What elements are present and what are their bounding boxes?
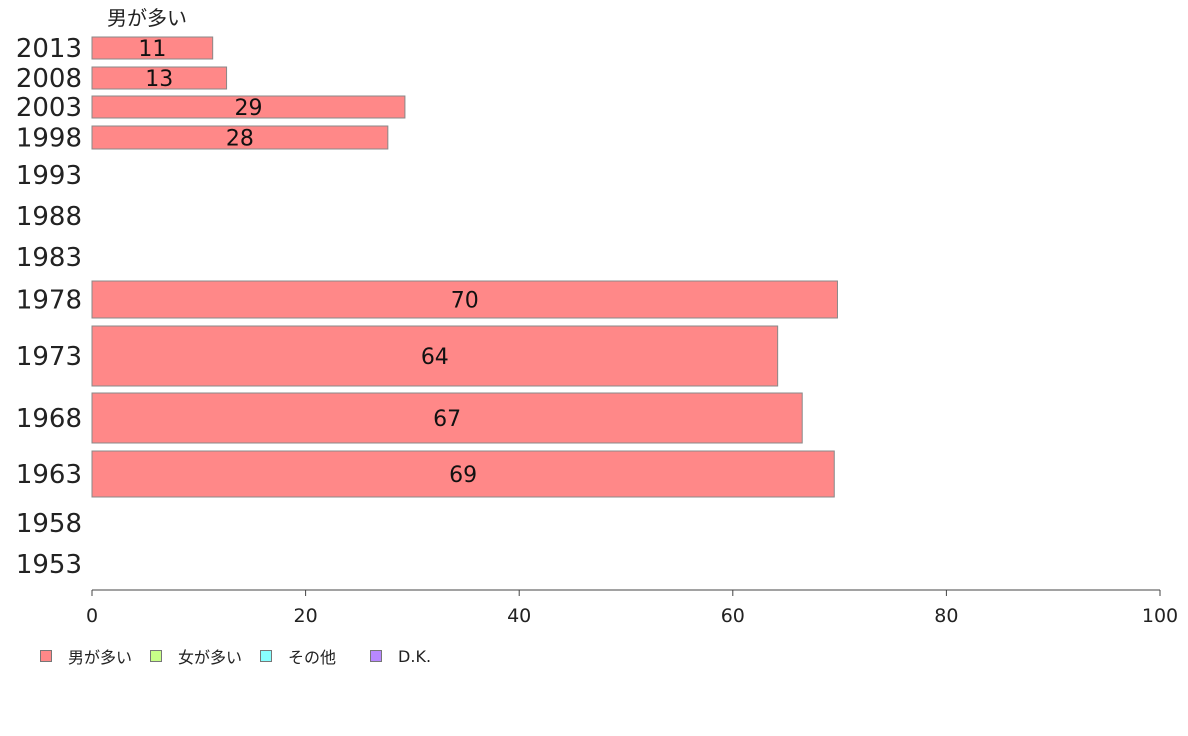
x-tick-label: 0 xyxy=(86,605,98,627)
legend-swatch xyxy=(370,650,383,662)
x-tick-label: 60 xyxy=(721,605,745,627)
category-label: 2008 xyxy=(16,64,82,94)
bar xyxy=(91,66,228,90)
bar xyxy=(91,125,389,150)
data-label: 69 xyxy=(449,463,477,488)
legend-item-male-more: 男が多い xyxy=(40,644,132,668)
legend-label: D.K. xyxy=(398,646,432,666)
category-label: 1958 xyxy=(16,509,82,539)
category-label: 1988 xyxy=(16,202,82,232)
category-label: 1983 xyxy=(16,243,82,273)
data-label: 13 xyxy=(145,67,173,92)
data-label: 67 xyxy=(433,407,461,432)
data-label: 11 xyxy=(138,37,166,62)
category-label: 1968 xyxy=(16,404,82,434)
category-label: 1978 xyxy=(16,286,82,316)
series-header: 男が多い xyxy=(107,6,187,30)
bar xyxy=(91,325,779,387)
x-tick-label: 100 xyxy=(1142,605,1178,627)
legend-swatch xyxy=(40,650,52,662)
category-label: 1963 xyxy=(16,460,82,490)
bar xyxy=(91,95,406,119)
legend-label: 男が多い xyxy=(68,648,133,667)
x-tick-label: 40 xyxy=(507,605,531,627)
category-label: 1998 xyxy=(16,124,82,154)
x-tick-label: 80 xyxy=(934,605,958,627)
bar xyxy=(91,280,838,319)
data-label: 29 xyxy=(234,96,262,121)
x-tick-label: 20 xyxy=(294,605,318,627)
bar xyxy=(91,450,835,498)
legend-item-dk: D.K. xyxy=(370,647,431,666)
bar xyxy=(91,392,803,444)
category-label: 2003 xyxy=(16,93,82,123)
data-label: 70 xyxy=(451,289,479,314)
data-label: 28 xyxy=(226,127,254,152)
category-label: 1953 xyxy=(16,550,82,580)
legend-swatch xyxy=(260,650,273,662)
category-label: 1993 xyxy=(16,161,82,191)
legend-swatch xyxy=(150,650,163,662)
legend-label: 女が多い xyxy=(178,648,243,667)
legend: 男が多い 女が多い その他 D.K. xyxy=(40,644,449,668)
bar xyxy=(91,36,214,60)
category-label: 2013 xyxy=(16,34,82,64)
legend-item-female-more: 女が多い xyxy=(150,644,242,668)
category-label: 1973 xyxy=(16,342,82,372)
legend-item-other: その他 xyxy=(260,644,336,668)
legend-label: その他 xyxy=(288,648,337,667)
data-label: 64 xyxy=(421,345,449,370)
